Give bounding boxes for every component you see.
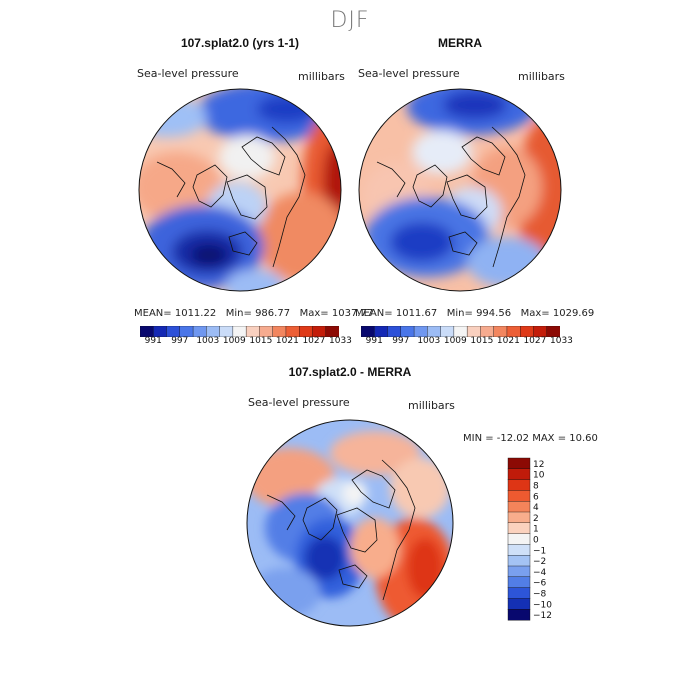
colorbar-tick-label: 1009: [222, 336, 246, 346]
panel-2-map-border: [358, 88, 562, 292]
diff-colorbar-swatch: [507, 544, 531, 556]
season-title: DJF: [330, 8, 370, 33]
panel-2-min-label: Min=: [446, 308, 473, 319]
panel-1-max-label: Max=: [299, 308, 329, 319]
panel-2-title: MERRA: [438, 36, 482, 50]
colorbar-swatches-1: [139, 325, 340, 338]
colorbar-tick-label: 1027: [302, 336, 326, 346]
panel-2-stats: MEAN= 1011.67 Min= 994.56 Max= 1029.69: [355, 308, 594, 319]
panel-2-max-label: Max=: [520, 308, 550, 319]
panel-1-pressure-field: [139, 89, 341, 291]
diff-colorbar-swatch: [507, 479, 531, 491]
panel-1-stats: MEAN= 1011.22 Min= 986.77 Max= 1037.77: [134, 308, 373, 319]
panel-2-mean-label: MEAN=: [355, 308, 393, 319]
panel-1-variable: Sea-level pressure: [137, 67, 239, 80]
panel-1-units: millibars: [298, 70, 345, 83]
panel-3-polar-map: [246, 419, 454, 627]
colorbar-tick-label: 997: [171, 336, 189, 346]
panel-3-difference-field: [247, 420, 453, 626]
diff-colorbar-swatch: [507, 554, 531, 567]
panel-3-units: millibars: [408, 399, 455, 412]
colorbar-tick-label: 1015: [249, 336, 273, 346]
colorbar-tick-label: 1003: [196, 336, 220, 346]
panel-2-colorbar-ticks: 991 997 1003 1009 1015 1021 1027 1033: [361, 336, 573, 348]
colorbar-tick-label: 1009: [443, 336, 467, 346]
diff-colorbar-swatch: [507, 468, 531, 481]
panel-3-minmax: MIN = -12.02 MAX = 10.60: [463, 433, 598, 444]
diff-colorbar-tick-label: 0: [533, 536, 539, 546]
diff-colorbar-swatch: [507, 511, 531, 524]
colorbar-tick-label: 997: [392, 336, 410, 346]
panel-1-min-label: Min=: [225, 308, 252, 319]
diff-colorbar-tick-label: −4: [533, 568, 547, 578]
panel-3-variable: Sea-level pressure: [248, 396, 350, 409]
panel-2-units: millibars: [518, 70, 565, 83]
diff-colorbar-swatch: [507, 490, 531, 502]
diff-colorbar-swatch: [507, 598, 531, 610]
diff-colorbar-tick-label: 8: [533, 482, 539, 492]
colorbar-tick-label: 1003: [417, 336, 441, 346]
diff-colorbar-tick-label: 4: [533, 503, 539, 513]
diff-colorbar-swatch: [507, 576, 531, 589]
panel-1-colorbar: [139, 322, 340, 338]
diff-colorbar-tick-label: −1: [533, 546, 546, 556]
colorbar-tick-label: 991: [365, 336, 383, 346]
panel-1-map-border: [138, 88, 342, 292]
panel-1-mean-label: MEAN=: [134, 308, 172, 319]
panel-3-title: 107.splat2.0 - MERRA: [288, 365, 412, 379]
diff-colorbar-swatch: [507, 501, 531, 513]
diff-colorbar-swatch: [507, 533, 531, 545]
colorbar-tick-label: 1033: [550, 336, 573, 346]
diff-colorbar-tick-label: 2: [533, 514, 539, 524]
diff-colorbar-tick-label: 12: [533, 460, 544, 470]
diff-colorbar-tick-label: 10: [533, 471, 545, 481]
diff-colorbar-tick-label: −2: [533, 557, 546, 567]
diff-colorbar-swatch: [507, 587, 531, 599]
panel-1-min-value: 986.77: [255, 308, 291, 319]
colorbar-tick-label: 1033: [329, 336, 352, 346]
panel-1-title: 107.splat2.0 (yrs 1-1): [180, 36, 300, 50]
colorbar-tick-label: 1021: [496, 336, 520, 346]
colorbar-tick-label: 991: [144, 336, 162, 346]
panel-1-colorbar-ticks: 991 997 1003 1009 1015 1021 1027 1033: [140, 336, 352, 348]
panel-2-colorbar: [360, 322, 561, 338]
diff-colorbar-swatch: [507, 608, 531, 621]
panel-1-polar-map: [138, 88, 342, 292]
colorbar-tick-label: 1021: [275, 336, 299, 346]
panel-2-min-value: 994.56: [476, 308, 512, 319]
diff-colorbar-tick-label: −12: [533, 611, 552, 621]
panel-2-pressure-field: [359, 89, 561, 291]
colorbar-tick-label: 1015: [470, 336, 494, 346]
diff-colorbar-swatch: [507, 457, 531, 470]
diff-colorbar-tick-label: 6: [533, 492, 539, 502]
panel-2-max-value: 1029.69: [552, 308, 595, 319]
panel-1-mean-value: 1011.22: [174, 308, 217, 319]
panel-2-mean-value: 1011.67: [395, 308, 438, 319]
colorbar-tick-label: 1027: [523, 336, 547, 346]
diff-colorbar-swatch: [507, 565, 531, 578]
panel-3-map-border: [246, 419, 454, 627]
diff-colorbar-swatch: [507, 522, 531, 535]
panel-1-max-value: 1037.77: [331, 308, 374, 319]
diff-colorbar-tick-label: −10: [533, 600, 552, 610]
diff-colorbar-tick-label: 1: [533, 525, 539, 535]
panel-2-polar-map: [358, 88, 562, 292]
diff-colorbar-tick-label: −6: [533, 579, 547, 589]
diff-colorbar-tick-label: −8: [533, 590, 547, 600]
panel-2-variable: Sea-level pressure: [358, 67, 460, 80]
